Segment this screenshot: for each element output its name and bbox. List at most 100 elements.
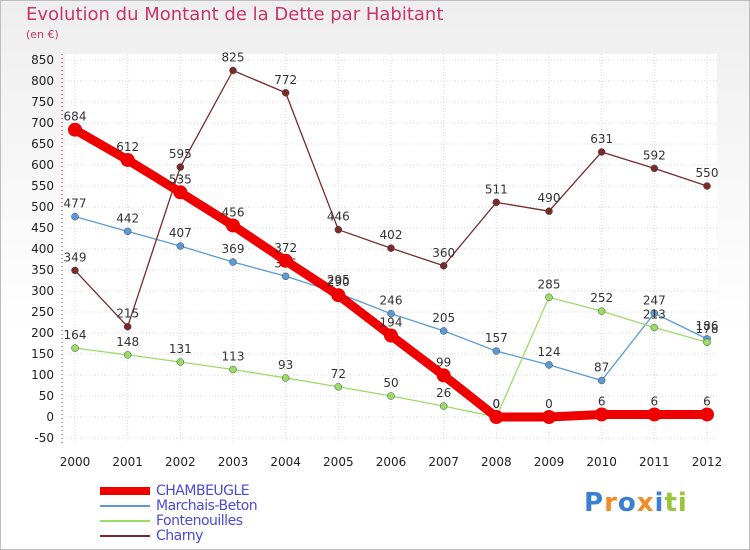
data-label: 6 <box>651 394 659 408</box>
y-tick-label: 150 <box>31 347 54 361</box>
data-label: 148 <box>116 335 139 349</box>
data-label: 178 <box>696 322 719 336</box>
data-point <box>545 361 553 369</box>
data-label: 213 <box>643 308 666 322</box>
data-label: 157 <box>485 331 508 345</box>
x-tick-label: 2001 <box>112 455 143 469</box>
data-label: 131 <box>169 342 192 356</box>
data-label: 372 <box>274 241 297 255</box>
data-label: 442 <box>116 211 139 225</box>
data-label: 402 <box>380 228 403 242</box>
data-label: 247 <box>643 293 666 307</box>
logo-letter: P <box>584 488 605 518</box>
data-point <box>650 164 659 173</box>
y-tick-label: 0 <box>46 410 54 424</box>
x-tick-label: 2006 <box>376 455 407 469</box>
proxiti-logo: Proxiti <box>584 488 688 518</box>
data-point <box>384 328 398 343</box>
logo-letter: t <box>664 488 678 518</box>
data-point <box>176 358 185 366</box>
data-point <box>281 272 290 281</box>
data-label: 205 <box>432 311 455 325</box>
data-point <box>489 410 504 424</box>
data-label: 407 <box>169 226 192 240</box>
legend-label: Charny <box>156 528 203 544</box>
y-tick-label: 800 <box>31 74 54 88</box>
data-label: 0 <box>493 397 501 411</box>
x-tick-label: 2011 <box>639 455 670 469</box>
data-label: 285 <box>538 277 561 291</box>
y-tick-label: 400 <box>31 242 54 256</box>
data-label: 592 <box>643 148 666 162</box>
data-point <box>597 376 606 385</box>
x-tick-label: 2007 <box>428 455 459 469</box>
data-label: 477 <box>64 197 87 211</box>
data-label: 0 <box>545 397 553 411</box>
data-point <box>650 323 659 332</box>
data-label: 595 <box>169 147 192 161</box>
data-label: 26 <box>436 386 451 400</box>
data-label: 215 <box>116 307 139 321</box>
data-label: 490 <box>538 191 561 205</box>
data-label: 772 <box>274 73 297 87</box>
data-point <box>71 212 79 221</box>
data-label: 550 <box>696 166 719 180</box>
series-marchais-beton: 47744240736933529524620515712487247186 <box>64 197 718 385</box>
data-label: 290 <box>327 275 350 289</box>
data-point <box>123 227 132 236</box>
x-tick-label: 2009 <box>534 455 565 469</box>
data-label: 511 <box>485 182 508 196</box>
plot-area: -500501001502002503003504004505005506006… <box>31 53 722 469</box>
data-label: 99 <box>436 355 451 369</box>
x-tick-label: 2002 <box>165 455 196 469</box>
y-tick-label: 500 <box>31 200 54 214</box>
data-point <box>650 309 659 318</box>
data-label: 164 <box>64 328 87 342</box>
data-point <box>439 402 448 410</box>
data-label: 50 <box>383 376 398 390</box>
y-tick-label: 650 <box>31 137 54 151</box>
legend-item: CHAMBEUGLE <box>100 483 320 499</box>
data-point <box>334 225 343 234</box>
data-point <box>281 374 290 382</box>
data-point <box>436 368 451 383</box>
data-point <box>71 344 79 352</box>
x-tick-label: 2005 <box>323 455 354 469</box>
data-label: 0 <box>493 397 501 411</box>
data-label: 72 <box>331 367 346 381</box>
data-point <box>176 242 185 250</box>
legend-swatch <box>100 520 150 522</box>
x-tick-label: 2004 <box>270 455 301 469</box>
legend-label: CHAMBEUGLE <box>156 483 250 499</box>
data-point <box>120 152 135 167</box>
data-point <box>597 148 606 156</box>
logo-letter: i <box>677 488 688 518</box>
data-point <box>492 347 501 355</box>
data-point <box>703 338 711 346</box>
data-point <box>647 407 662 422</box>
logo-letter: i <box>654 488 665 518</box>
logo-letter: x <box>636 488 655 518</box>
data-label: 124 <box>538 345 561 359</box>
data-point <box>545 293 553 302</box>
series-fontenouilles: 164 148 131 113 93 72 50 26 0 285 252 213 178 <box>64 277 719 421</box>
legend: CHAMBEUGLE Marchais-Beton Fontenouilles Cha… <box>100 483 320 544</box>
data-point <box>594 407 609 422</box>
data-point <box>71 266 79 275</box>
data-point <box>542 410 556 424</box>
data-label: 825 <box>222 51 245 65</box>
legend-swatch <box>100 505 150 507</box>
x-tick-label: 2008 <box>481 455 512 469</box>
data-label: 369 <box>222 242 245 256</box>
data-label: 684 <box>64 110 87 124</box>
data-point <box>173 185 188 200</box>
data-label: 6 <box>598 394 606 408</box>
data-point <box>439 327 448 335</box>
data-point <box>597 307 606 315</box>
y-tick-label: 850 <box>31 53 54 67</box>
data-label: 535 <box>169 172 192 186</box>
y-tick-label: 250 <box>31 305 54 319</box>
data-point <box>123 322 132 331</box>
data-point <box>334 383 343 391</box>
